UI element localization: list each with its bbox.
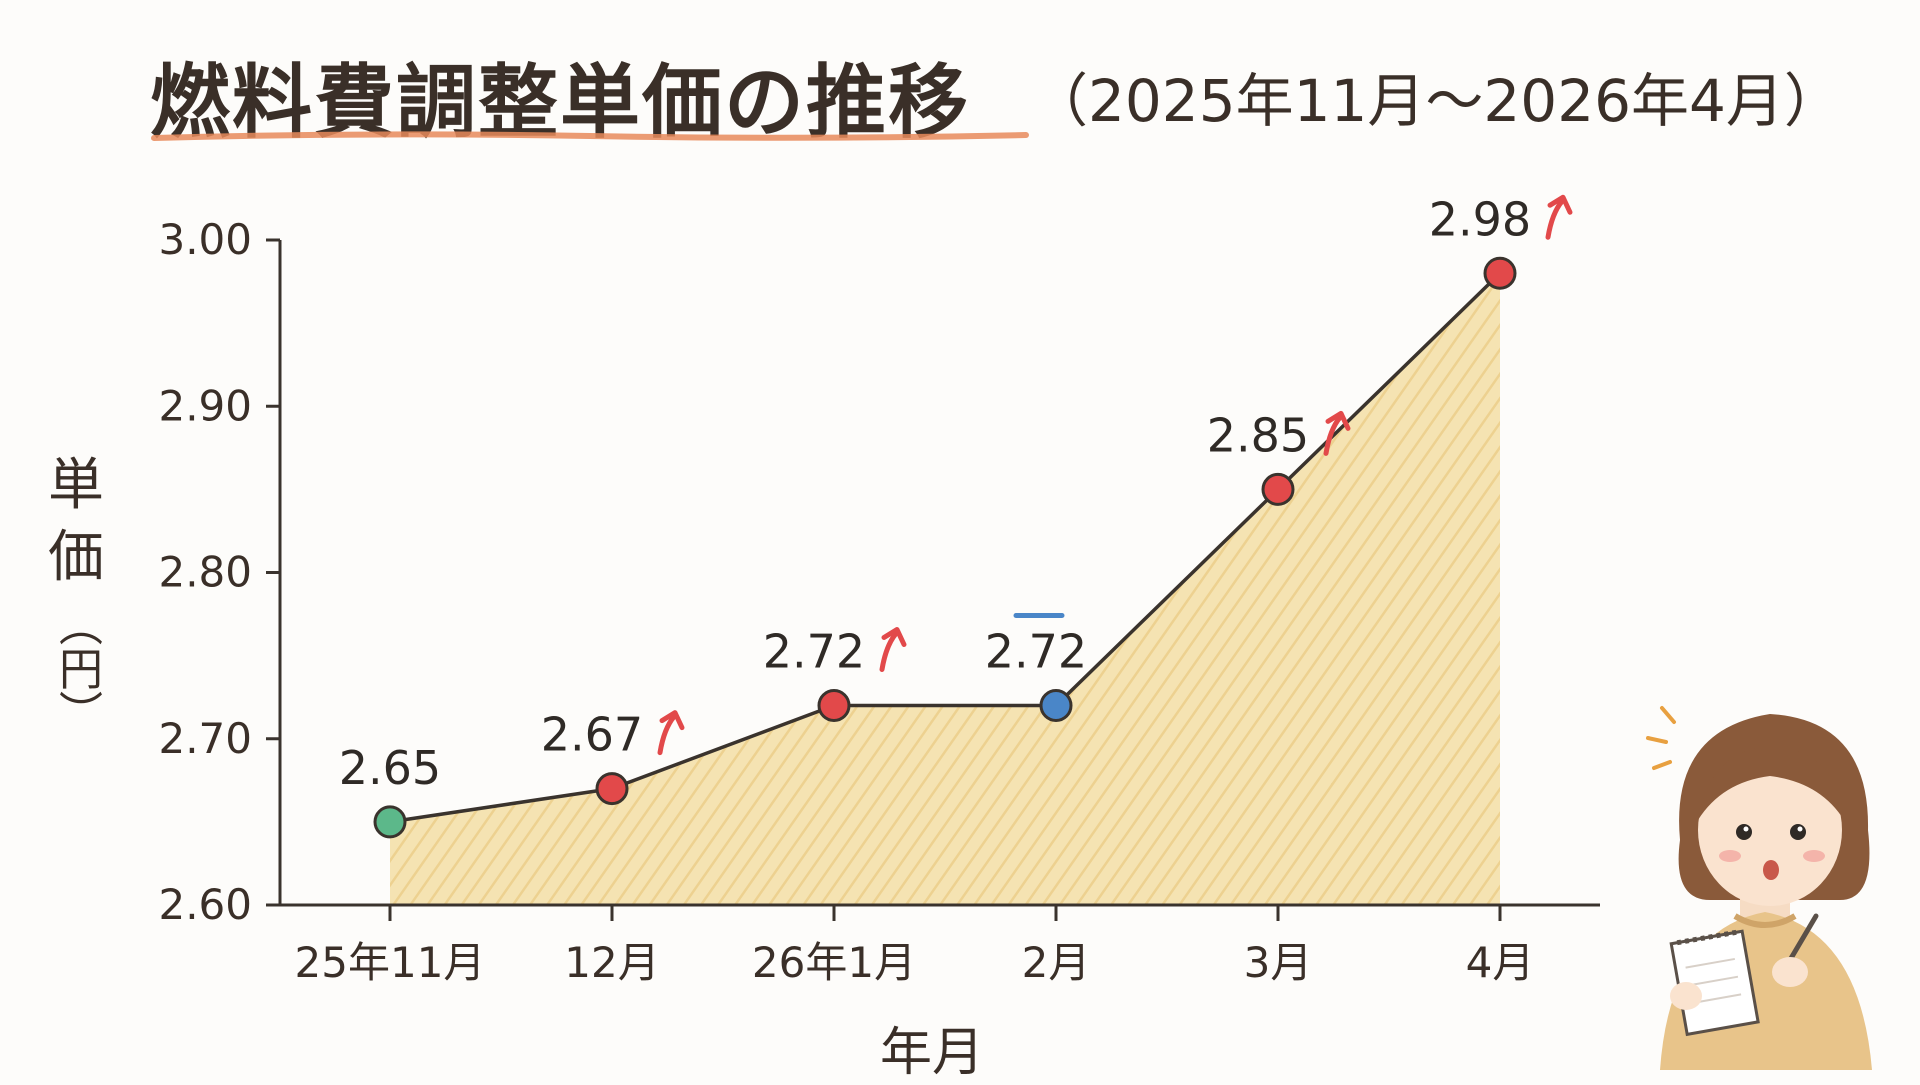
y-axis-label: 単価 （円） xyxy=(36,450,116,734)
data-point xyxy=(373,805,407,839)
series-line xyxy=(389,271,1502,824)
up-arrow-icon xyxy=(657,714,677,756)
data-label: 2.85 xyxy=(1207,408,1309,462)
x-tick-label: 4月 xyxy=(1466,938,1535,987)
data-label: 2.72 xyxy=(985,625,1087,679)
data-point xyxy=(1039,689,1073,722)
data-point xyxy=(817,689,851,722)
data-point xyxy=(1483,256,1517,290)
title-underline xyxy=(151,131,1029,141)
data-label: 2.98 xyxy=(1429,192,1531,246)
y-tick-label: 2.80 xyxy=(158,548,252,597)
x-tick-label: 25年11月 xyxy=(295,938,486,987)
up-arrow-icon xyxy=(1545,198,1565,240)
y-tick-label: 2.70 xyxy=(158,714,252,763)
x-tick-label: 12月 xyxy=(564,938,659,987)
y-tick-label: 2.60 xyxy=(158,880,252,929)
x-tick-label: 2月 xyxy=(1022,938,1091,987)
up-arrow-head xyxy=(1547,194,1573,215)
data-label: 2.67 xyxy=(541,708,643,762)
girl-with-notepad-illustration xyxy=(1646,706,1872,1070)
area-fill xyxy=(390,273,1500,905)
x-tick-label: 3月 xyxy=(1244,938,1313,987)
y-axis-label-text: 単価 xyxy=(48,453,104,590)
data-point xyxy=(1261,472,1295,506)
up-arrow-head xyxy=(881,627,907,647)
data-point xyxy=(595,772,629,806)
up-arrow-icon xyxy=(1323,414,1343,456)
up-arrow-head xyxy=(659,710,685,731)
y-axis-unit: （円） xyxy=(51,602,102,734)
data-label: 2.65 xyxy=(339,741,441,795)
surprise-lines xyxy=(1646,706,1676,770)
chart-subtitle: （2025年11月～2026年4月） xyxy=(1030,67,1842,135)
data-label: 2.72 xyxy=(763,625,865,679)
y-tick-label: 2.90 xyxy=(158,381,252,430)
x-axis-label: 年月 xyxy=(880,1023,985,1083)
up-arrow-icon xyxy=(879,631,899,672)
up-arrow-head xyxy=(1325,410,1351,431)
y-tick-label: 3.00 xyxy=(158,215,252,264)
x-tick-label: 26年1月 xyxy=(752,938,916,987)
